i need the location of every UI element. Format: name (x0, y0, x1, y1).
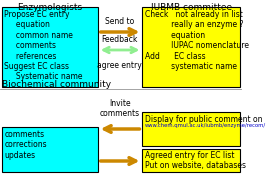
FancyBboxPatch shape (2, 7, 98, 87)
FancyBboxPatch shape (142, 7, 240, 87)
Text: agree entry: agree entry (97, 61, 142, 70)
Text: Invite
comments: Invite comments (99, 99, 140, 118)
Text: Check   not already in list
           really an enzyme ?
           equation
  : Check not already in list really an enzy… (145, 10, 249, 71)
Text: Display for public comment on: Display for public comment on (145, 115, 263, 124)
Text: IUBMB committee: IUBMB committee (151, 3, 232, 12)
FancyBboxPatch shape (142, 112, 240, 146)
Text: Agreed entry for EC list
Put on website, databases: Agreed entry for EC list Put on website,… (145, 151, 246, 170)
Text: Biochemical community: Biochemical community (2, 80, 111, 89)
FancyBboxPatch shape (2, 127, 98, 172)
FancyBboxPatch shape (142, 149, 240, 172)
Text: comments
corrections
updates: comments corrections updates (4, 130, 47, 160)
Text: www.chem.qmul.ac.uk/iubmb/enzyme/recom/: www.chem.qmul.ac.uk/iubmb/enzyme/recom/ (145, 123, 266, 128)
Text: Feedback: Feedback (101, 35, 138, 44)
Text: Enzymologists: Enzymologists (17, 3, 82, 12)
Text: Send to: Send to (105, 17, 134, 26)
Text: Propose EC entry
     equation
     common name
     comments
     references
Su: Propose EC entry equation common name co… (4, 10, 83, 81)
